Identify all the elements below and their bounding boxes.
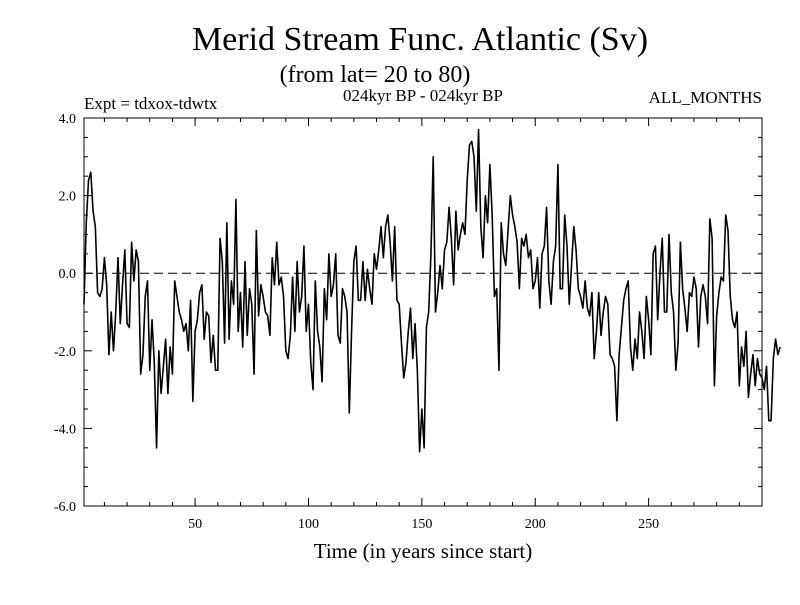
axes: -6.0 -4.0 -2.0 0.0 2.0 4.0 50 100 150 200 250	[54, 112, 763, 532]
period-label: 024kyr BP - 024kyr BP	[343, 86, 503, 105]
x-tick-label: 250	[638, 517, 659, 532]
y-tick-label: 2.0	[59, 190, 77, 205]
chart-title: Merid Stream Func. Atlantic (Sv)	[192, 21, 648, 58]
series-line	[83, 128, 781, 453]
chart-subtitle: (from lat= 20 to 80)	[280, 62, 471, 88]
y-tick-label: 0.0	[59, 267, 77, 282]
x-tick-label: 100	[298, 517, 319, 532]
plot-frame	[83, 117, 763, 507]
x-axis-label: Time (in years since start)	[314, 539, 533, 563]
y-tick-label: 4.0	[59, 112, 77, 127]
x-tick-label: 50	[188, 517, 202, 532]
x-tick-label: 150	[411, 517, 432, 532]
x-tick-label: 200	[525, 517, 546, 532]
months-label: ALL_MONTHS	[649, 88, 762, 107]
y-tick-label: -6.0	[54, 500, 76, 515]
y-tick-label: -2.0	[54, 345, 76, 360]
series-layer	[83, 128, 781, 453]
y-tick-label: -4.0	[54, 422, 76, 437]
experiment-label: Expt = tdxox-tdwtx	[84, 94, 218, 113]
